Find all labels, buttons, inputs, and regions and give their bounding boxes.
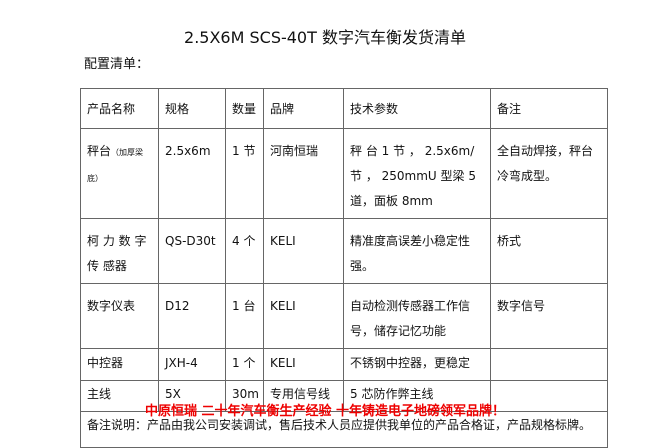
header-cell: 备注: [490, 88, 608, 129]
cell-tech: 自动检测传感器工作信号，储存记忆功能: [343, 283, 491, 349]
cell-qty: 1 个: [225, 348, 264, 381]
cell-brand: 专用信号线: [263, 380, 344, 412]
cell-remark: [490, 348, 608, 381]
cell-tech: 秤 台 1 节 ， 2.5x6m/ 节 ， 250mmU 型梁 5 道，面板 8…: [343, 128, 491, 219]
cell-name: 数字仪表: [80, 283, 159, 349]
header-cell: 产品名称: [80, 88, 159, 129]
cell-brand: KELI: [263, 348, 344, 381]
table-row: 柯 力 数 字 传 感器 QS-D30t 4 个 KELI 精准度高误差小稳定性…: [80, 218, 608, 284]
table-row: 中控器 JXH-4 1 个 KELI 不锈钢中控器，更稳定: [80, 348, 608, 381]
cell-name: 秤台（加厚梁底）: [80, 128, 159, 219]
config-table: 产品名称 规格 数量 品牌 技术参数 备注 秤台（加厚梁底） 2.5x6m 1 …: [80, 88, 608, 448]
cell-spec: JXH-4: [158, 348, 226, 381]
table-header-row: 产品名称 规格 数量 品牌 技术参数 备注: [80, 88, 608, 129]
cell-spec: 5X: [158, 380, 226, 412]
cell-brand: 河南恒瑞: [263, 128, 344, 219]
cell-tech: 不锈钢中控器，更稳定: [343, 348, 491, 381]
footer-slogan: 中原恒瑞 二十年汽车衡生产经验 十年铸造电子地磅领军品牌！: [144, 404, 506, 419]
header-cell: 技术参数: [343, 88, 491, 129]
cell-remark: [490, 380, 608, 412]
cell-remark: 数字信号: [490, 283, 608, 349]
header-cell: 品牌: [263, 88, 344, 129]
cell-qty: 1 节: [225, 128, 264, 219]
section-label: 配置清单：: [84, 57, 150, 72]
cell-remark: 桥式: [490, 218, 608, 284]
cell-spec: D12: [158, 283, 226, 349]
table-row: 主线 5X 30m 专用信号线 5 芯防作弊主线: [80, 380, 608, 412]
cell-name: 中控器: [80, 348, 159, 381]
header-cell: 数量: [225, 88, 264, 129]
cell-brand: KELI: [263, 218, 344, 284]
cell-qty: 4 个: [225, 218, 264, 284]
table-row: 秤台（加厚梁底） 2.5x6m 1 节 河南恒瑞 秤 台 1 节 ， 2.5x6…: [80, 128, 608, 219]
cell-spec: 2.5x6m: [158, 128, 226, 219]
cell-spec: QS-D30t: [158, 218, 226, 284]
cell-name: 柯 力 数 字 传 感器: [80, 218, 159, 284]
cell-brand: KELI: [263, 283, 344, 349]
cell-name: 主线: [80, 380, 159, 412]
cell-remark: 全自动焊接，秤台冷弯成型。: [490, 128, 608, 219]
table-row: 数字仪表 D12 1 台 KELI 自动检测传感器工作信号，储存记忆功能 数字信…: [80, 283, 608, 349]
cell-qty: 1 台: [225, 283, 264, 349]
cell-tech: 精准度高误差小稳定性强。: [343, 218, 491, 284]
document-title: 2.5X6M SCS-40T 数字汽车衡发货清单: [184, 28, 466, 47]
header-cell: 规格: [158, 88, 226, 129]
